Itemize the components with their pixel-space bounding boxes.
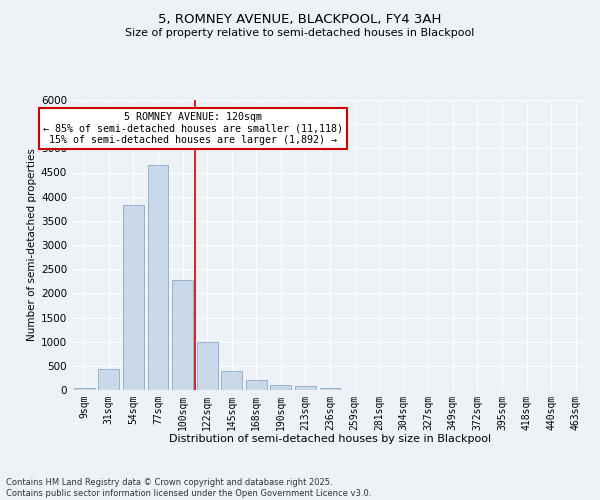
Y-axis label: Number of semi-detached properties: Number of semi-detached properties: [27, 148, 37, 342]
Bar: [172, 280, 193, 390]
Bar: [74, 388, 95, 390]
Bar: [197, 342, 218, 390]
Bar: [123, 206, 144, 390]
Bar: [148, 165, 169, 390]
Text: 5, ROMNEY AVENUE, BLACKPOOL, FY4 3AH: 5, ROMNEY AVENUE, BLACKPOOL, FY4 3AH: [158, 12, 442, 26]
Bar: [221, 370, 242, 390]
Bar: [295, 386, 316, 390]
Text: Size of property relative to semi-detached houses in Blackpool: Size of property relative to semi-detach…: [125, 28, 475, 38]
Text: Contains HM Land Registry data © Crown copyright and database right 2025.
Contai: Contains HM Land Registry data © Crown c…: [6, 478, 371, 498]
Bar: [246, 380, 267, 390]
Text: 5 ROMNEY AVENUE: 120sqm
← 85% of semi-detached houses are smaller (11,118)
15% o: 5 ROMNEY AVENUE: 120sqm ← 85% of semi-de…: [43, 112, 343, 145]
Bar: [98, 369, 119, 390]
Bar: [271, 385, 292, 390]
X-axis label: Distribution of semi-detached houses by size in Blackpool: Distribution of semi-detached houses by …: [169, 434, 491, 444]
Bar: [320, 388, 340, 390]
